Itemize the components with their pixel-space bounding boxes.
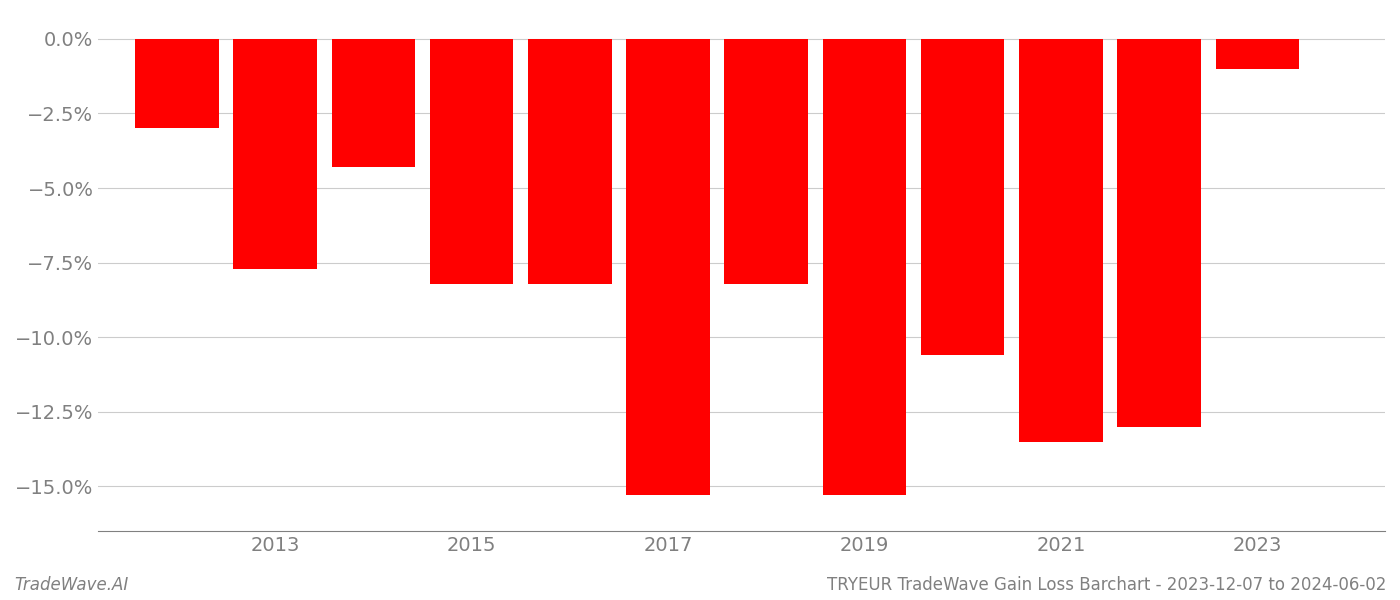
Bar [1019,39,1103,442]
Bar [332,39,416,167]
Text: TRYEUR TradeWave Gain Loss Barchart - 2023-12-07 to 2024-06-02: TRYEUR TradeWave Gain Loss Barchart - 20… [826,576,1386,594]
Bar [724,39,808,284]
Bar [1117,39,1201,427]
Bar [234,39,316,269]
Bar [626,39,710,496]
Bar [921,39,1004,355]
Bar [1215,39,1299,69]
Bar [136,39,218,128]
Text: TradeWave.AI: TradeWave.AI [14,576,129,594]
Bar [430,39,514,284]
Bar [823,39,906,496]
Bar [528,39,612,284]
